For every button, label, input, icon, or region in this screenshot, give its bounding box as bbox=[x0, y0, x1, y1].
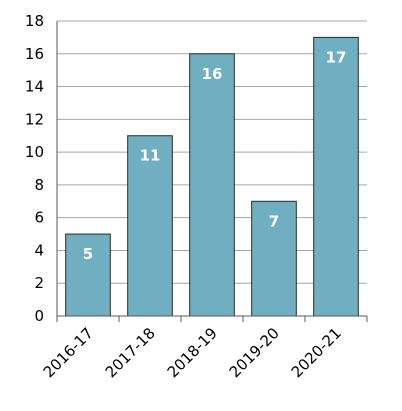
y-tick-label: 12 bbox=[25, 110, 44, 128]
bar-data-label: 16 bbox=[202, 65, 223, 83]
bar-data-label: 5 bbox=[83, 245, 93, 263]
y-tick-label: 6 bbox=[34, 209, 44, 227]
y-tick-label: 10 bbox=[25, 143, 44, 161]
x-tick-label: 2020-21 bbox=[288, 324, 345, 381]
y-tick-label: 0 bbox=[34, 307, 44, 325]
x-tick-label: 2017-18 bbox=[102, 324, 159, 381]
bar-data-label: 17 bbox=[326, 48, 347, 66]
x-tick-label: 2016-17 bbox=[40, 324, 97, 381]
y-tick-label: 2 bbox=[34, 274, 44, 292]
y-tick-label: 4 bbox=[34, 241, 44, 259]
bar bbox=[65, 233, 111, 317]
x-tick-label: 2018-19 bbox=[164, 324, 221, 381]
bar-data-label: 7 bbox=[269, 212, 279, 230]
y-tick-label: 14 bbox=[25, 78, 44, 96]
y-tick-label: 18 bbox=[25, 12, 44, 30]
bars bbox=[65, 36, 359, 317]
x-tick-label: 2019-20 bbox=[226, 324, 283, 381]
bar bbox=[313, 36, 359, 317]
labels: 0 2 4 6 8 10 12 14 16 18 5 2016-17 11 2017-18 16 2018-1… bbox=[25, 12, 347, 381]
y-tick-label: 16 bbox=[25, 45, 44, 63]
bar-data-label: 11 bbox=[140, 147, 161, 165]
axes bbox=[56, 21, 368, 322]
bar bbox=[189, 53, 235, 317]
y-tick-label: 8 bbox=[34, 176, 44, 194]
